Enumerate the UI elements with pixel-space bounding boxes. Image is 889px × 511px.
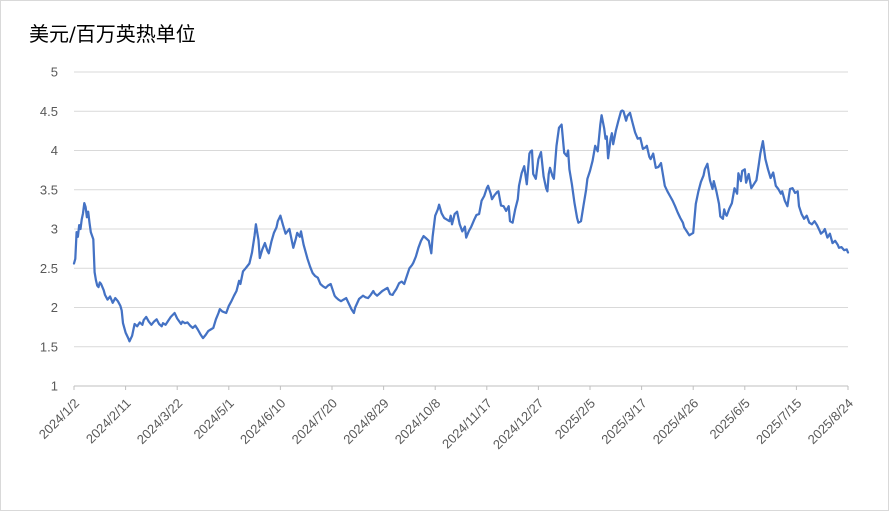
x-axis-label: 2024/7/20	[289, 396, 341, 448]
x-axis-label: 2024/10/8	[392, 396, 444, 448]
x-axis-label: 2024/12/27	[490, 396, 547, 453]
price-series-line	[72, 109, 850, 343]
y-axis-label: 2.5	[40, 261, 58, 276]
x-axis-label: 2024/1/2	[36, 396, 82, 442]
y-axis-label: 1	[51, 379, 58, 394]
y-axis-label: 3	[51, 222, 58, 237]
x-axis-label: 2025/2/5	[552, 396, 598, 442]
x-axis-label: 2024/11/17	[439, 396, 495, 452]
x-axis-label: 2025/4/26	[650, 396, 702, 448]
y-axis-label: 5	[51, 65, 58, 80]
y-axis-label: 3.5	[40, 182, 58, 197]
x-axis-label: 2024/2/11	[83, 396, 134, 447]
y-axis-label: 4	[51, 143, 58, 158]
x-axis-label: 2025/6/5	[707, 396, 753, 442]
x-axis-label: 2024/8/29	[340, 396, 392, 448]
x-axis-label: 2024/3/22	[134, 396, 186, 448]
y-axis-label: 4.5	[40, 104, 58, 119]
chart-title: 美元/百万英热单位	[29, 22, 196, 46]
x-axis-label: 2024/6/10	[237, 396, 289, 448]
y-axis-label: 2	[51, 300, 58, 315]
x-axis-label: 2025/3/17	[598, 396, 650, 448]
x-axis-label: 2024/5/1	[191, 396, 237, 442]
x-axis-label: 2025/8/24	[805, 396, 857, 448]
x-axis-label: 2025/7/15	[753, 396, 805, 448]
y-axis-label: 1.5	[40, 339, 58, 354]
